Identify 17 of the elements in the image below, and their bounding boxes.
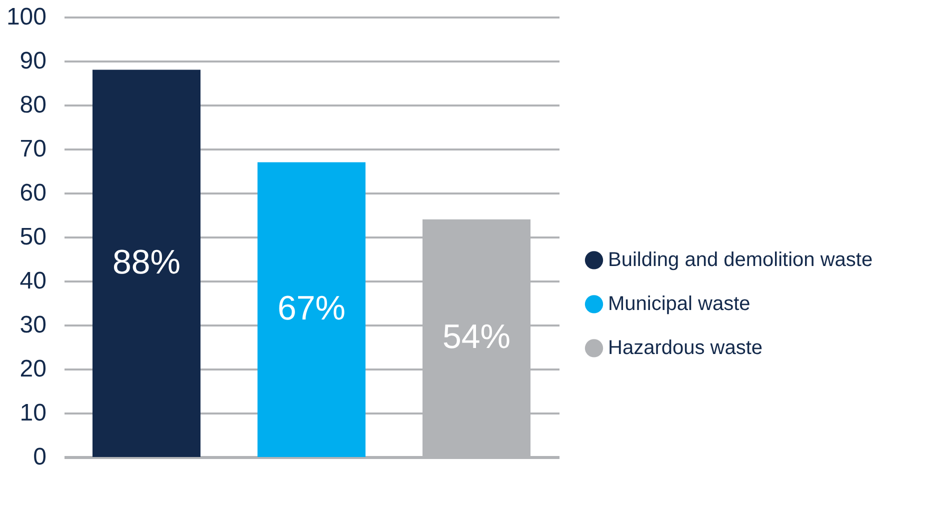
y-tick-label: 40 bbox=[20, 268, 46, 294]
legend-label: Municipal waste bbox=[608, 293, 750, 316]
y-tick-label: 20 bbox=[20, 356, 46, 382]
y-tick-label: 60 bbox=[20, 180, 46, 206]
data-label: 67% bbox=[277, 290, 346, 328]
legend-label: Hazardous waste bbox=[608, 337, 763, 360]
y-tick-label: 10 bbox=[20, 400, 46, 426]
y-tick-label: 0 bbox=[33, 444, 46, 470]
legend-label: Building and demolition waste bbox=[608, 249, 873, 272]
data-label: 54% bbox=[442, 318, 511, 356]
y-tick-label: 30 bbox=[20, 312, 46, 338]
data-label: 88% bbox=[112, 243, 181, 282]
y-tick-label: 50 bbox=[20, 224, 46, 250]
y-tick-label: 80 bbox=[20, 92, 46, 118]
y-tick-label: 90 bbox=[20, 48, 46, 74]
y-tick-label: 70 bbox=[20, 136, 46, 162]
y-tick-label: 100 bbox=[6, 4, 46, 30]
